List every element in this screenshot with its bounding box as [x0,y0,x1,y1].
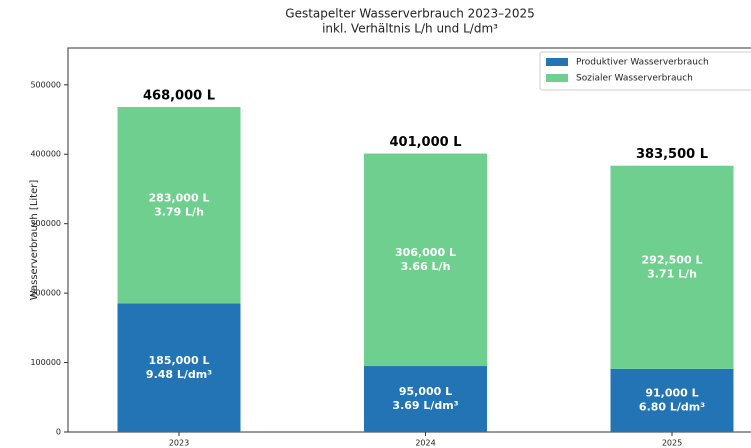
segment-value-label: 185,000 L [149,354,210,367]
total-label: 383,500 L [636,147,708,162]
legend-label: Sozialer Wasserverbrauch [576,74,693,84]
total-label: 401,000 L [389,135,461,150]
x-tick-label: 2025 [662,439,682,448]
y-tick-label: 400000 [30,150,61,159]
y-tick-label: 500000 [30,80,61,89]
segment-ratio-label: 3.79 L/h [154,205,204,218]
segment-value-label: 292,500 L [642,253,703,266]
segment-value-label: 283,000 L [149,191,210,204]
bar-segment [117,107,241,304]
bar-segment [610,165,734,369]
bar-segment [610,368,734,432]
y-tick-label: 200000 [30,289,61,298]
segment-ratio-label: 3.71 L/h [647,267,697,280]
segment-value-label: 306,000 L [395,246,456,259]
x-tick-label: 2023 [169,439,189,448]
chart-title: Gestapelter Wasserverbrauch 2023–2025 [285,7,534,21]
bar-segment [364,366,487,432]
y-tick-label: 0 [56,428,61,437]
total-label: 468,000 L [143,89,215,104]
segment-value-label: 91,000 L [645,386,698,399]
y-tick-label: 100000 [30,358,61,367]
segment-ratio-label: 3.66 L/h [401,260,451,273]
legend-swatch [546,74,568,82]
legend-box [539,51,751,91]
legend-label: Produktiver Wasserverbrauch [576,58,709,68]
segment-ratio-label: 9.48 L/dm³ [146,368,212,381]
bar-segment [117,303,241,432]
bar-segment [364,153,487,367]
segment-ratio-label: 3.69 L/dm³ [392,399,458,412]
segment-ratio-label: 6.80 L/dm³ [639,400,705,413]
x-tick-label: 2024 [415,439,435,448]
y-axis-label: Wasserverbrauch [Liter] [29,180,40,301]
legend-swatch [546,58,568,66]
chart-subtitle: inkl. Verhältnis L/h und L/dm³ [322,22,498,36]
y-tick-label: 300000 [30,219,61,228]
segment-value-label: 95,000 L [399,385,452,398]
